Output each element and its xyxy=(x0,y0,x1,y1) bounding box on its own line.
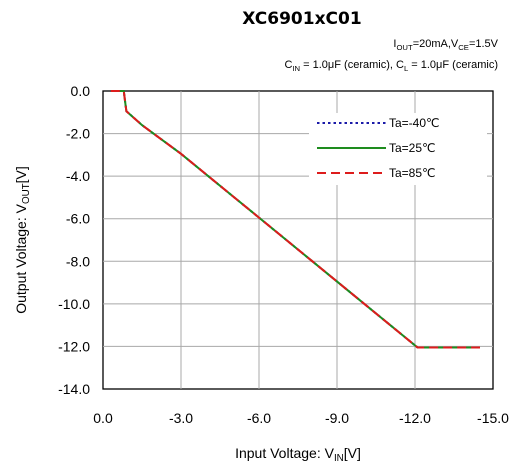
x-tick-label: -6.0 xyxy=(247,410,271,426)
series-layer xyxy=(110,90,480,349)
y-tick-label: -14.0 xyxy=(58,381,90,397)
legend: Ta=-40℃ Ta=25℃ Ta=85℃ xyxy=(309,113,487,185)
y-tick-label: 0.0 xyxy=(71,83,91,99)
x-tick-label: -12.0 xyxy=(399,410,431,426)
condition-part: =20mA,V xyxy=(413,38,459,50)
x-axis-title-part: [V] xyxy=(344,445,361,461)
x-axis-title: Input Voltage: VIN[V] xyxy=(235,445,361,464)
y-axis-title-part: OUT xyxy=(21,183,32,204)
y-axis-ticks: 0.0 -2.0 -4.0 -6.0 -8.0 -10.0 -12.0 -14.0 xyxy=(58,83,90,397)
y-tick-label: -8.0 xyxy=(66,253,90,269)
test-conditions: IOUT=20mA,VCE=1.5V CIN = 1.0μF (ceramic),… xyxy=(284,38,498,73)
y-tick-label: -12.0 xyxy=(58,338,90,354)
legend-label: Ta=85℃ xyxy=(389,166,436,180)
x-axis-title-part: Input Voltage: V xyxy=(235,445,335,461)
y-tick-label: -10.0 xyxy=(58,296,90,312)
y-tick-label: -6.0 xyxy=(66,211,90,227)
y-tick-label: -4.0 xyxy=(66,168,90,184)
condition-part: C xyxy=(284,59,292,71)
x-axis-title-part: IN xyxy=(334,453,344,464)
condition-part: = 1.0μF (ceramic), C xyxy=(300,59,404,71)
x-axis-label: Input Voltage: VIN[V] xyxy=(235,445,361,464)
condition-part: L xyxy=(404,64,409,73)
x-tick-label: -15.0 xyxy=(477,410,509,426)
y-axis-title: Output Voltage: VOUT[V] xyxy=(13,166,32,314)
legend-label: Ta=-40℃ xyxy=(389,116,440,130)
x-tick-label: -9.0 xyxy=(325,410,349,426)
y-axis-label: Output Voltage: VOUT[V] xyxy=(13,166,32,314)
condition-part: CE xyxy=(458,43,469,52)
x-tick-label: 0.0 xyxy=(93,410,113,426)
y-axis-title-part: [V] xyxy=(13,166,29,183)
condition-part: IN xyxy=(292,64,300,73)
y-tick-label: -2.0 xyxy=(66,126,90,142)
x-tick-label: -3.0 xyxy=(169,410,193,426)
condition-line: CIN = 1.0μF (ceramic), CL = 1.0μF (ceram… xyxy=(284,59,498,73)
condition-part: OUT xyxy=(396,43,413,52)
series-line-3 xyxy=(110,90,480,349)
condition-part: I xyxy=(393,38,396,50)
y-axis-title-part: Output Voltage: V xyxy=(13,203,29,313)
chart-title: XC6901xC01 xyxy=(242,9,361,29)
x-axis-ticks: 0.0 -3.0 -6.0 -9.0 -12.0 -15.0 xyxy=(93,410,509,426)
legend-label: Ta=25℃ xyxy=(389,141,436,155)
condition-line: IOUT=20mA,VCE=1.5V xyxy=(393,38,498,52)
condition-part: = 1.0μF (ceramic) xyxy=(408,59,498,71)
condition-part: =1.5V xyxy=(469,38,499,50)
